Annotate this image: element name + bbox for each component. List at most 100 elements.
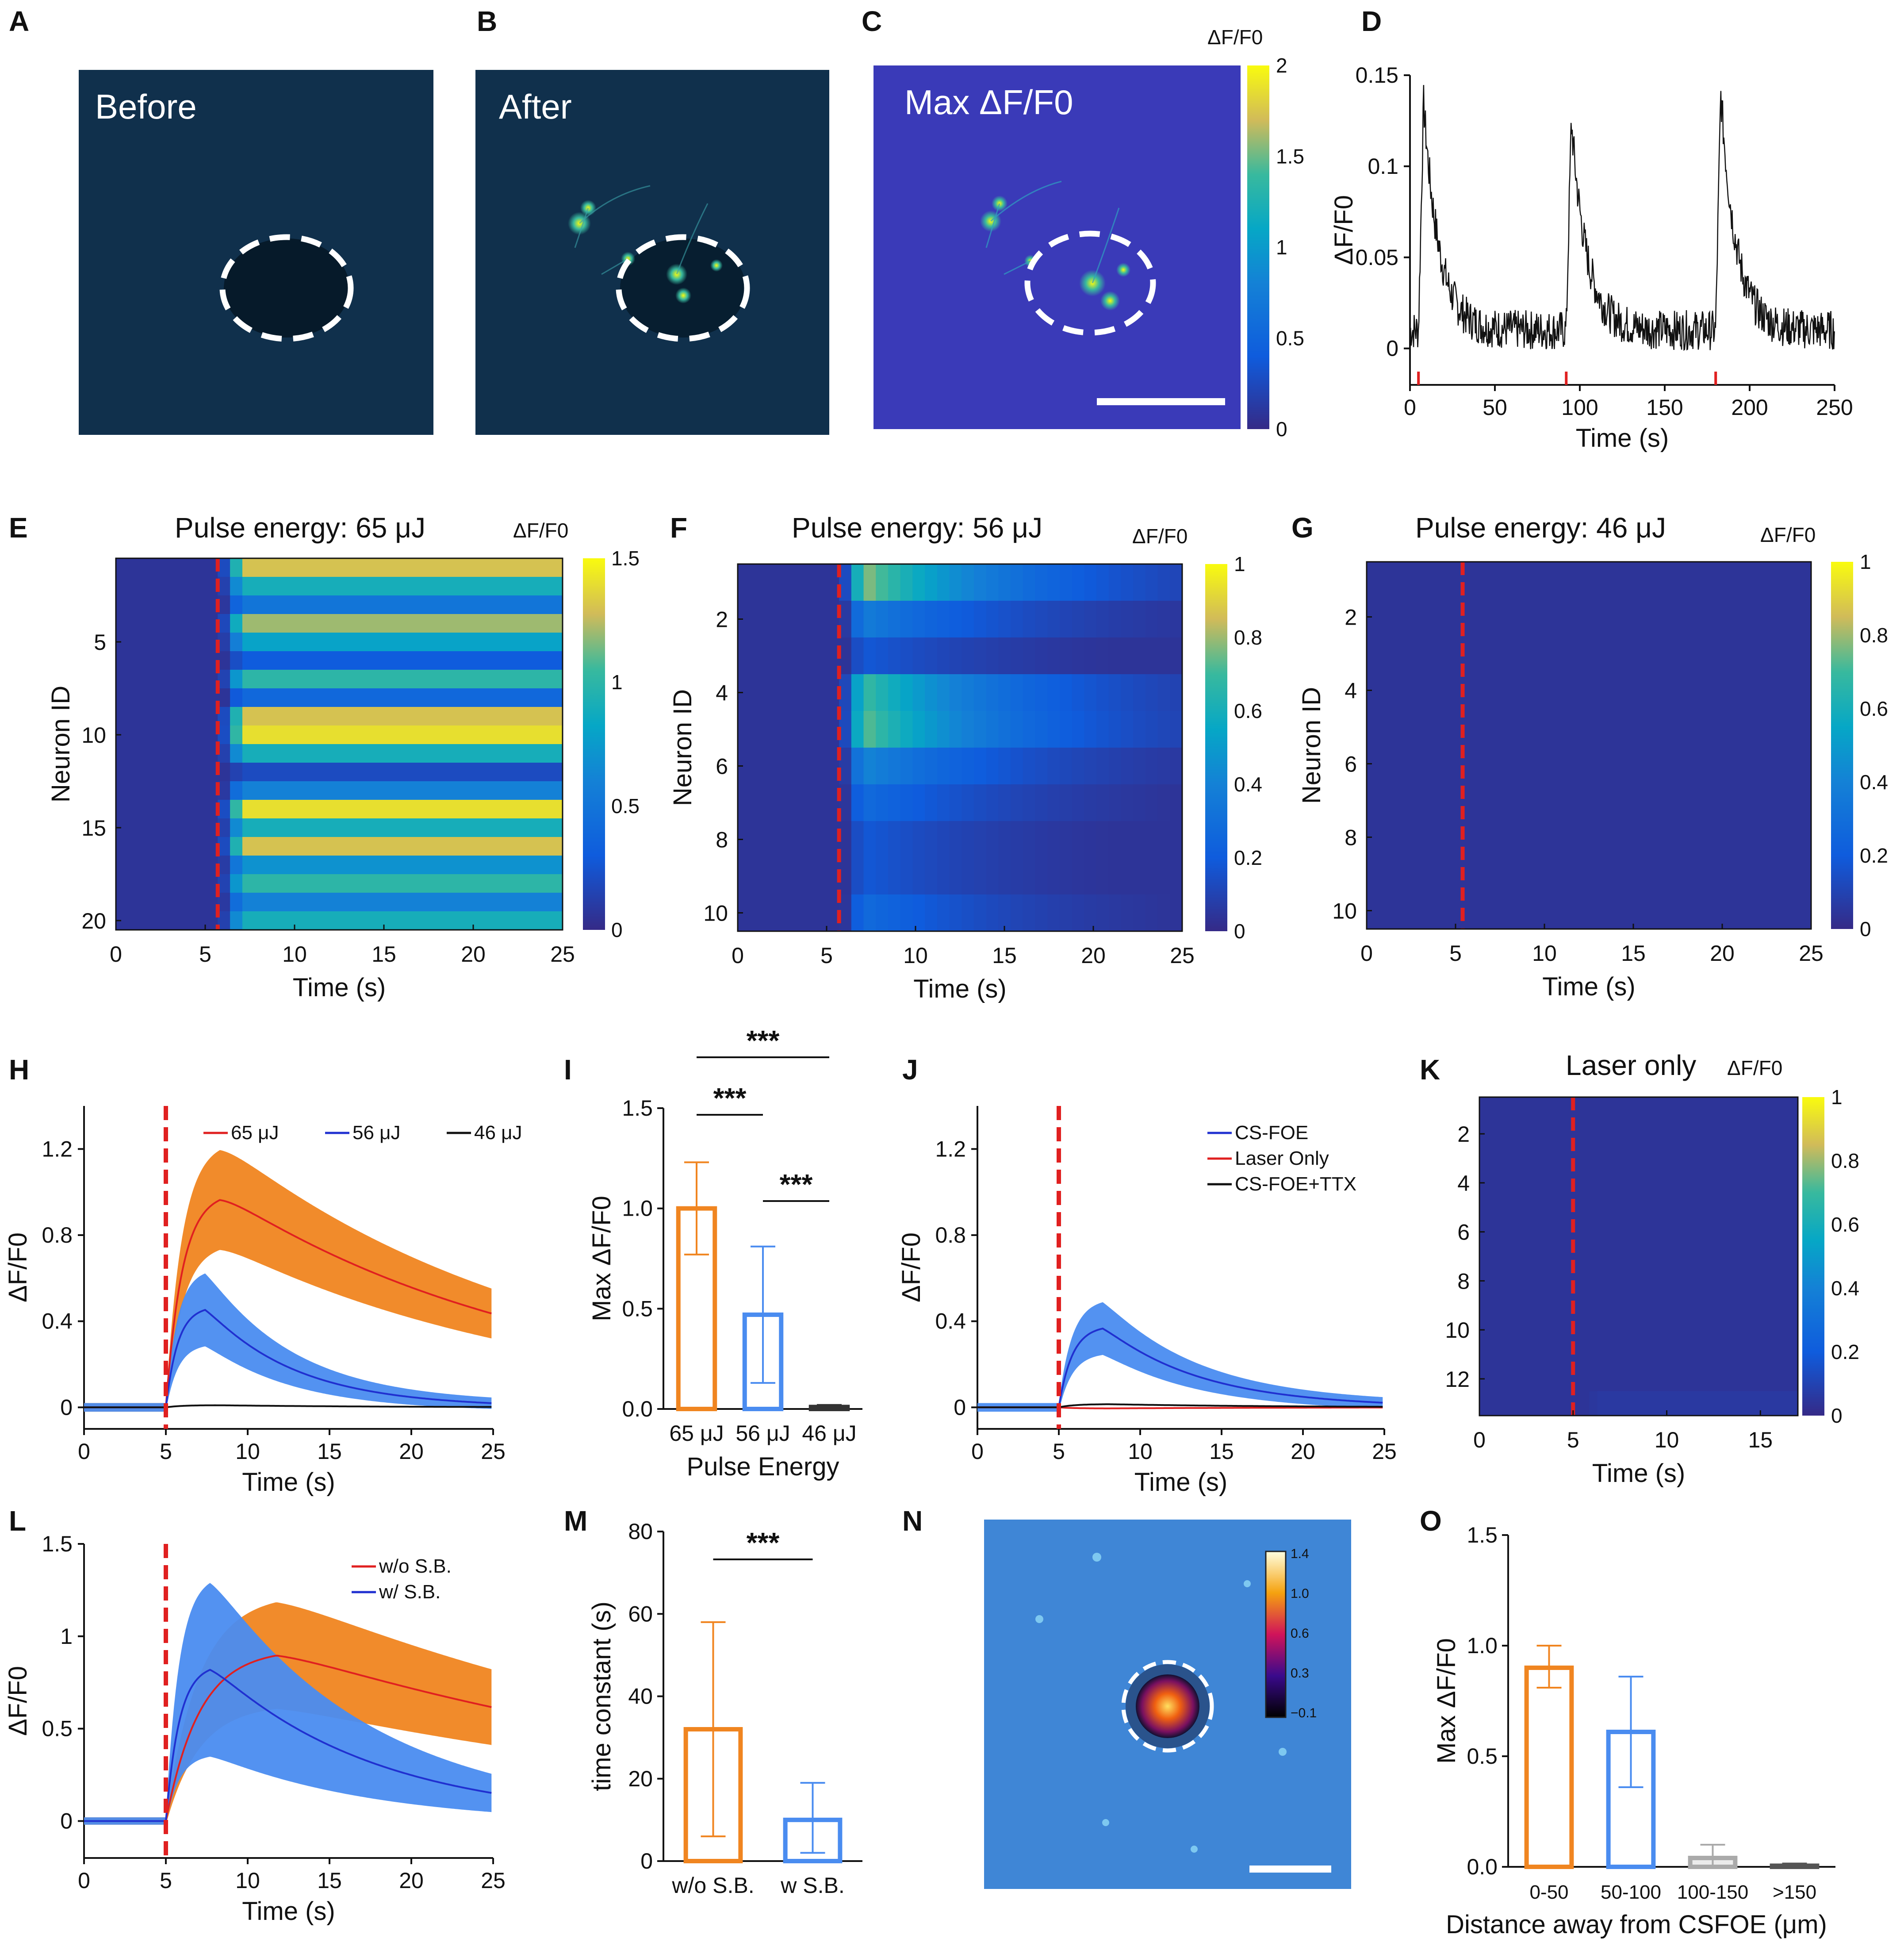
heatmap-cell bbox=[1629, 1219, 1638, 1245]
heatmap-cell bbox=[986, 784, 999, 821]
heatmap-cell bbox=[1693, 1293, 1702, 1318]
heatmap-cell bbox=[1133, 601, 1146, 638]
heatmap-cell bbox=[1766, 1317, 1774, 1343]
heatmap-cell bbox=[912, 784, 925, 821]
heatmap-cell bbox=[1749, 856, 1762, 893]
colorbar-tick: 0.6 bbox=[1831, 1213, 1859, 1236]
heatmap-cell bbox=[1649, 745, 1663, 783]
heatmap-cell bbox=[1589, 1342, 1598, 1367]
heatmap-cell bbox=[1693, 1342, 1702, 1367]
heatmap-cell bbox=[1500, 672, 1513, 709]
heatmap-cell bbox=[218, 725, 230, 745]
heatmap-cell bbox=[402, 577, 415, 596]
heatmap-cell bbox=[1685, 1244, 1694, 1269]
heatmap-cell bbox=[1766, 1391, 1774, 1416]
heatmap-cell bbox=[501, 763, 514, 782]
heatmap-cell bbox=[452, 781, 465, 800]
heatmap-cell bbox=[876, 711, 889, 748]
category-label: 0-50 bbox=[1529, 1881, 1568, 1903]
colorbar-tick: 1.0 bbox=[1291, 1586, 1309, 1601]
heatmap-cell bbox=[1581, 1244, 1590, 1269]
heatmap-cell bbox=[1599, 819, 1613, 856]
heatmap-cell bbox=[328, 763, 341, 782]
y-axis-label: Neuron ID bbox=[1297, 687, 1326, 804]
heatmap-cell bbox=[1597, 1146, 1606, 1171]
heatmap-cell bbox=[1084, 748, 1097, 785]
heatmap-cell bbox=[1674, 856, 1687, 893]
heatmap-cell bbox=[513, 874, 526, 893]
heatmap-cell bbox=[1121, 858, 1134, 895]
heatmap-cell bbox=[1475, 745, 1488, 783]
heatmap-cell bbox=[279, 670, 292, 689]
heatmap-cell bbox=[513, 744, 526, 763]
heatmap-cell bbox=[242, 651, 255, 670]
colorbar-tick: 1 bbox=[611, 671, 623, 694]
heatmap-cell bbox=[1649, 892, 1663, 929]
heatmap-cell bbox=[1487, 709, 1501, 746]
heatmap-cell bbox=[1170, 748, 1183, 785]
heatmap-cell bbox=[1023, 711, 1036, 748]
heatmap-cell bbox=[316, 744, 329, 763]
heatmap-cell bbox=[1589, 1268, 1598, 1294]
heatmap-cell bbox=[218, 911, 230, 930]
colorbar-tick: 1 bbox=[1831, 1086, 1843, 1109]
heatmap-cell bbox=[378, 707, 391, 726]
heatmap-cell bbox=[365, 614, 379, 633]
heatmap-cell bbox=[1525, 599, 1538, 636]
heatmap-cell bbox=[1741, 1367, 1750, 1392]
heatmap-cell bbox=[1537, 745, 1550, 783]
heatmap-cell bbox=[1774, 856, 1787, 893]
heatmap-cell bbox=[550, 577, 563, 596]
heatmap-cell bbox=[1674, 819, 1687, 856]
heatmap-cell bbox=[452, 577, 465, 596]
heatmap-cell bbox=[1108, 748, 1122, 785]
heatmap-cell bbox=[218, 744, 230, 763]
heatmap-cell bbox=[998, 784, 1011, 821]
heatmap-cell bbox=[353, 633, 366, 652]
heatmap-cell bbox=[1758, 1342, 1766, 1367]
heatmap-cell bbox=[550, 893, 563, 912]
heatmap-cell bbox=[1786, 745, 1799, 783]
heatmap-cell bbox=[1573, 1171, 1582, 1196]
heatmap-cell bbox=[230, 744, 243, 763]
colorbar-tick: 1 bbox=[1860, 550, 1871, 573]
heatmap-cell bbox=[1699, 672, 1712, 709]
heatmap-cell bbox=[316, 595, 329, 614]
heatmap-cell bbox=[1758, 1146, 1766, 1171]
heatmap-cell bbox=[452, 707, 465, 726]
heatmap-cell bbox=[1781, 1268, 1790, 1294]
heatmap-cell bbox=[279, 595, 292, 614]
heatmap-cell bbox=[390, 800, 403, 819]
heatmap-cell bbox=[1699, 745, 1712, 783]
heatmap-cell bbox=[242, 577, 255, 596]
heatmap-cell bbox=[1613, 1097, 1622, 1122]
heatmap-cell bbox=[876, 894, 889, 932]
heatmap-cell bbox=[254, 800, 268, 819]
heatmap-cell bbox=[1059, 674, 1073, 711]
plot-o: 0.00.51.01.50-50 50-100 100-150 >150Distanc… bbox=[1432, 1523, 1835, 1939]
heatmap-cell bbox=[1677, 1195, 1686, 1220]
heatmap-cell bbox=[476, 558, 489, 577]
x-tick-label: 15 bbox=[1621, 941, 1646, 966]
heatmap-cell bbox=[1686, 562, 1700, 599]
heatmap-cell bbox=[912, 858, 925, 895]
heatmap-cell bbox=[1624, 709, 1637, 746]
heatmap-cell bbox=[1685, 1195, 1694, 1220]
heatmap-cell bbox=[1072, 858, 1085, 895]
heatmap-cell bbox=[1725, 1171, 1734, 1196]
heatmap-cell bbox=[230, 595, 243, 614]
heatmap-cell bbox=[962, 784, 974, 821]
heatmap-cell bbox=[1463, 599, 1476, 636]
heatmap-cell bbox=[1573, 1293, 1582, 1318]
heatmap-cell bbox=[341, 707, 354, 726]
heatmap-cell bbox=[439, 595, 452, 614]
heatmap-cell bbox=[538, 725, 551, 745]
heatmap-cell bbox=[427, 893, 440, 912]
heatmap-cell bbox=[1717, 1195, 1726, 1220]
heatmap-cell bbox=[937, 601, 950, 638]
heatmap-cell bbox=[1599, 745, 1613, 783]
heatmap-cell bbox=[1733, 1195, 1742, 1220]
heatmap-cell bbox=[1693, 1097, 1702, 1122]
heatmap-cell bbox=[1649, 709, 1663, 746]
heatmap-cell bbox=[863, 637, 877, 675]
